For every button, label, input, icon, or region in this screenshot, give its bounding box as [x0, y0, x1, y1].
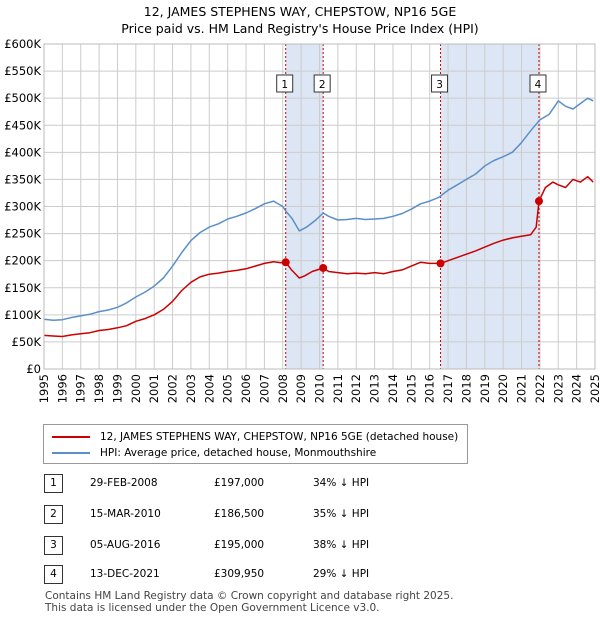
legend-swatch-hpi: [52, 452, 90, 454]
x-tick-label: 2002: [166, 374, 180, 403]
sale-date: 29-FEB-2008: [90, 477, 158, 489]
x-tick-label: 2003: [184, 374, 198, 403]
sale-row: 4 13-DEC-2021 £309,950 29% ↓ HPI: [0, 565, 600, 585]
x-tick-label: 2021: [515, 374, 529, 403]
title-address: 12, JAMES STEPHENS WAY, CHEPSTOW, NP16 5…: [143, 4, 457, 19]
x-tick-label: 2019: [478, 374, 492, 403]
sale-date: 05-AUG-2016: [90, 539, 161, 551]
x-tick-label: 2005: [221, 374, 235, 403]
sale-price: £197,000: [214, 477, 265, 489]
y-tick-label: £0: [26, 362, 41, 376]
x-tick-label: 1997: [74, 374, 88, 403]
sale-number-badge: 1: [44, 474, 63, 493]
x-tick-label: 2017: [441, 374, 455, 403]
series-line-hpi: [43, 97, 594, 322]
x-tick-label: 2025: [588, 374, 600, 403]
chart-title: 12, JAMES STEPHENS WAY, CHEPSTOW, NP16 5…: [0, 3, 600, 37]
x-tick-label: 2007: [257, 374, 271, 403]
legend-item-property: 12, JAMES STEPHENS WAY, CHEPSTOW, NP16 5…: [52, 430, 458, 444]
y-tick-label: £100K: [4, 308, 41, 322]
x-tick-label: 1996: [55, 374, 69, 403]
y-tick-label: £50K: [12, 335, 42, 349]
x-tick-label: 2009: [294, 374, 308, 403]
y-tick-label: £150K: [4, 281, 41, 295]
x-axis-ticks: 1995 1996 1997 1998 1999 2000 2001 2002 2003 2004…: [37, 374, 600, 403]
sale-number-badge: 2: [44, 505, 63, 524]
footer-copyright: Contains HM Land Registry data © Crown c…: [45, 590, 454, 602]
x-tick-label: 2008: [276, 374, 290, 403]
sale-number-badge: 3: [44, 536, 63, 555]
legend-label-property: 12, JAMES STEPHENS WAY, CHEPSTOW, NP16 5…: [100, 431, 459, 443]
plot-frame: [43, 43, 596, 370]
price-chart: £0 £50K £100K £150K £200K £250K £300K £350K £400…: [4, 37, 600, 403]
sale-marker-box: [313, 74, 331, 93]
x-tick-label: 2000: [129, 374, 143, 403]
x-tick-label: 2001: [147, 374, 161, 403]
sale-number-badge: 4: [44, 565, 63, 584]
y-axis-ticks: £0 £50K £100K £150K £200K £250K £300K £350K £400…: [4, 37, 41, 376]
y-tick-label: £300K: [4, 200, 41, 214]
x-tick-label: 2014: [386, 374, 400, 403]
legend-label-hpi: HPI: Average price, detached house, Monm…: [100, 447, 377, 459]
sale-row: 3 05-AUG-2016 £195,000 38% ↓ HPI: [0, 536, 600, 556]
x-tick-label: 2016: [423, 374, 437, 403]
sale-marker-label: 4: [535, 79, 542, 91]
footer: Contains HM Land Registry data © Crown c…: [45, 590, 453, 614]
title-subtitle: Price paid vs. HM Land Registry's House …: [121, 21, 479, 36]
x-tick-label: 2013: [368, 374, 382, 403]
y-tick-label: £350K: [4, 172, 41, 186]
sale-hpi-diff: 29% ↓ HPI: [313, 568, 370, 580]
x-tick-label: 1999: [110, 374, 124, 403]
sale-point: [436, 259, 445, 268]
sale-point: [319, 263, 328, 272]
x-tick-label: 1998: [92, 374, 106, 403]
sale-date: 15-MAR-2010: [90, 508, 161, 520]
x-tick-label: 2018: [459, 374, 473, 403]
sale-marker-box: [276, 74, 294, 93]
y-tick-label: £550K: [4, 64, 41, 78]
sale-point: [281, 258, 290, 267]
x-tick-label: 2010: [313, 374, 327, 403]
x-tick-label: 2015: [404, 374, 418, 403]
sale-marker-label: 2: [319, 79, 326, 91]
x-tick-label: 2024: [570, 374, 584, 403]
sale-point: [534, 197, 543, 206]
y-tick-label: £600K: [4, 37, 41, 51]
y-tick-label: £250K: [4, 227, 41, 241]
sale-hpi-diff: 35% ↓ HPI: [313, 508, 370, 520]
x-tick-label: 2011: [331, 374, 345, 403]
sale-hpi-diff: 34% ↓ HPI: [313, 477, 370, 489]
y-tick-label: £400K: [4, 145, 41, 159]
sale-marker-label: 3: [436, 79, 443, 91]
legend-item-hpi: HPI: Average price, detached house, Monm…: [52, 446, 376, 460]
sale-date: 13-DEC-2021: [90, 568, 160, 580]
sale-price: £186,500: [214, 508, 265, 520]
sale-marker-box: [529, 74, 547, 93]
x-tick-label: 2020: [496, 374, 510, 403]
sale-price: £309,950: [214, 568, 265, 580]
sale-marker-box: [431, 74, 449, 93]
x-tick-label: 2023: [551, 374, 565, 403]
sale-marker-label: 1: [281, 79, 288, 91]
legend: 12, JAMES STEPHENS WAY, CHEPSTOW, NP16 5…: [43, 424, 468, 464]
footer-licence: This data is licensed under the Open Gov…: [45, 602, 380, 614]
sale-marker-labels: 1 2 3 4: [276, 74, 547, 93]
x-tick-label: 2022: [533, 374, 547, 403]
x-tick-label: 2004: [202, 374, 216, 403]
sale-points: [281, 197, 543, 272]
x-tick-label: 2006: [239, 374, 253, 403]
sale-row: 2 15-MAR-2010 £186,500 35% ↓ HPI: [0, 505, 600, 525]
y-tick-label: £500K: [4, 91, 41, 105]
sale-price: £195,000: [214, 539, 265, 551]
x-tick-label: 2012: [349, 374, 363, 403]
x-tick-label: 1995: [37, 374, 51, 403]
y-tick-label: £200K: [4, 254, 41, 268]
y-tick-label: £450K: [4, 118, 41, 132]
sale-row: 1 29-FEB-2008 £197,000 34% ↓ HPI: [0, 474, 600, 494]
sale-hpi-diff: 38% ↓ HPI: [313, 539, 370, 551]
legend-swatch-property: [52, 436, 90, 438]
